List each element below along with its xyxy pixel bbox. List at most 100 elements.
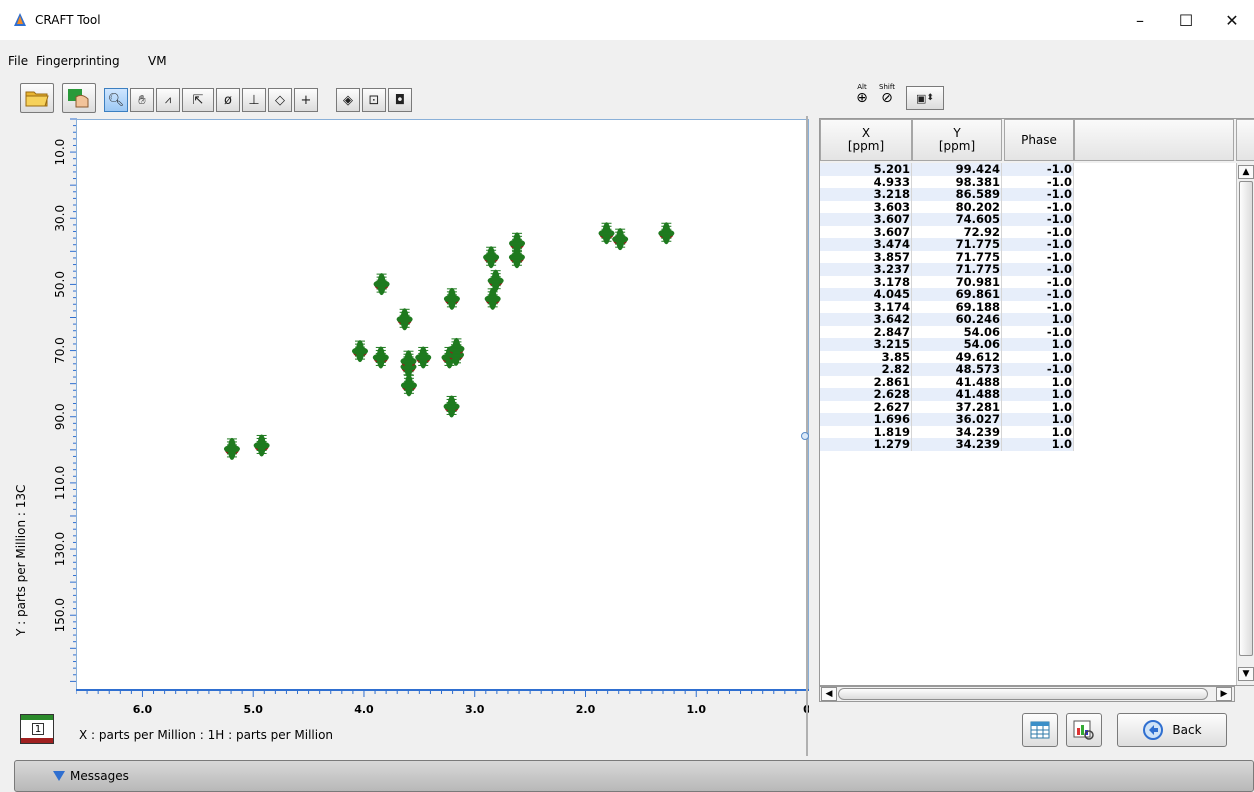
fingerprint-button[interactable] [62,83,96,113]
peak-marker[interactable] [372,346,389,369]
col-header-phase[interactable]: Phase [1004,119,1074,161]
table-row[interactable]: 3.178 70.981 -1.0 [820,275,1074,288]
messages-panel[interactable]: Messages [14,760,1254,792]
table-row[interactable]: 3.215 54.06 1.0 [820,338,1074,351]
minimize-button[interactable]: – [1136,10,1144,30]
splitter-handle[interactable] [801,432,809,440]
scroll-up-icon[interactable]: ▲ [1238,165,1254,179]
expand-triangle-icon[interactable] [53,771,65,781]
peak-marker[interactable] [400,350,417,373]
peak-marker[interactable] [612,228,629,251]
open-folder-button[interactable] [20,83,54,113]
table-row[interactable]: 5.201 99.424 -1.0 [820,163,1074,176]
box-square-button[interactable]: ◘ [388,88,412,112]
cell-phase: 1.0 [1002,375,1074,388]
x-tick-label: 6.0 [133,703,153,716]
select-pointer-button[interactable]: ⇱ [182,88,214,112]
table-row[interactable]: 3.607 74.605 -1.0 [820,213,1074,226]
keyboard-spinner[interactable]: ▣ ⬍ [906,86,944,110]
diamond-button[interactable]: ◈ [336,88,360,112]
col-header-x[interactable]: X [ppm] [820,119,912,161]
table-row[interactable]: 3.174 69.188 -1.0 [820,300,1074,313]
menu-file[interactable]: File [8,54,29,68]
table-row[interactable]: 2.627 37.281 1.0 [820,400,1074,413]
peak-marker[interactable] [487,269,504,292]
alt-modifier[interactable]: Alt ⊕ [851,83,873,113]
peak-marker[interactable] [351,340,368,363]
plot-area[interactable] [76,119,809,690]
zoom-tool-button[interactable]: 🔍︎ [104,88,128,112]
col-header-y[interactable]: Y [ppm] [912,119,1002,161]
table-row[interactable]: 4.045 69.861 -1.0 [820,288,1074,301]
table-row[interactable]: 3.857 71.775 -1.0 [820,250,1074,263]
peak-marker[interactable] [598,222,615,245]
vertical-scroll-thumb[interactable] [1239,181,1253,656]
phase-button[interactable]: ø [216,88,240,112]
menu-vm[interactable]: VM [148,54,167,68]
table-row[interactable]: 2.861 41.488 1.0 [820,375,1074,388]
table-row[interactable]: 1.696 36.027 1.0 [820,413,1074,426]
peak-marker[interactable] [509,232,526,255]
x-tick-label: 1.0 [686,703,706,716]
chart-report-button[interactable] [1066,713,1102,747]
table-row[interactable]: 1.819 34.239 1.0 [820,425,1074,438]
table-row[interactable]: 3.237 71.775 -1.0 [820,263,1074,276]
peak-marker[interactable] [443,395,460,418]
pointer-icon: ⇱ [192,92,204,108]
vertical-scrollbar[interactable]: ▲ ▼ [1236,163,1254,685]
crosshair-button[interactable]: + [294,88,318,112]
peak-marker[interactable] [484,287,501,310]
title-bar: CRAFT Tool – ☐ ✕ [0,0,1254,40]
close-button[interactable]: ✕ [1225,10,1239,30]
peak-pick-button[interactable]: ⩘ [156,88,180,112]
peak-marker[interactable] [373,273,390,296]
peak-marker[interactable] [483,246,500,269]
export-table-button[interactable] [1022,713,1058,747]
peak-marker[interactable] [223,437,240,460]
back-button[interactable]: Back [1117,713,1227,747]
box-point-button[interactable]: ⊡ [362,88,386,112]
table-row[interactable]: 3.642 60.246 1.0 [820,313,1074,326]
spectrum-canvas[interactable] [77,120,808,689]
table-row[interactable]: 3.603 80.202 -1.0 [820,200,1074,213]
peak-marker[interactable] [396,308,413,331]
peak-marker[interactable] [448,337,465,360]
table-row[interactable]: 4.933 98.381 -1.0 [820,175,1074,188]
y-tick-label: 30.0 [53,205,67,232]
peak-marker[interactable] [253,434,270,457]
table-row[interactable]: 3.85 49.612 1.0 [820,350,1074,363]
scroll-right-icon[interactable]: ▶ [1216,687,1232,701]
window-title: CRAFT Tool [35,13,101,27]
menu-fingerprinting[interactable]: Fingerprinting [36,54,120,68]
maximize-button[interactable]: ☐ [1178,10,1194,30]
table-row[interactable]: 3.607 72.92 -1.0 [820,225,1074,238]
shift-modifier[interactable]: Shift ⊘ [876,83,898,113]
table-row[interactable]: 2.628 41.488 1.0 [820,388,1074,401]
baseline-button[interactable]: ⊥ [242,88,266,112]
horizontal-scrollbar[interactable]: ◀ ▶ [819,686,1235,702]
cell-y: 80.202 [912,200,1002,213]
layer-negative-color [21,738,53,743]
horizontal-scroll-thumb[interactable] [838,688,1208,700]
cell-phase: -1.0 [1002,213,1074,226]
table-row[interactable]: 3.474 71.775 -1.0 [820,238,1074,251]
table-row[interactable]: 1.279 34.239 1.0 [820,438,1074,451]
table-row[interactable]: 3.218 86.589 -1.0 [820,188,1074,201]
peak-marker[interactable] [400,374,417,397]
peak-marker[interactable] [443,287,460,310]
table-row[interactable]: 2.847 54.06 -1.0 [820,325,1074,338]
col-header-empty[interactable] [1074,119,1234,161]
scroll-down-icon[interactable]: ▼ [1238,667,1254,681]
back-button-label: Back [1172,723,1202,737]
cell-y: 54.06 [912,338,1002,351]
layer-color-indicator[interactable]: 1 [20,714,54,744]
cell-y: 86.589 [912,188,1002,201]
peak-marker[interactable] [658,222,675,245]
pan-tool-button[interactable]: ✋︎ [130,88,154,112]
scroll-left-icon[interactable]: ◀ [821,687,837,701]
y-tick-label: 70.0 [53,337,67,364]
peak-marker[interactable] [415,346,432,369]
eraser-button[interactable]: ◇ [268,88,292,112]
cell-y: 71.775 [912,263,1002,276]
table-row[interactable]: 2.82 48.573 -1.0 [820,363,1074,376]
